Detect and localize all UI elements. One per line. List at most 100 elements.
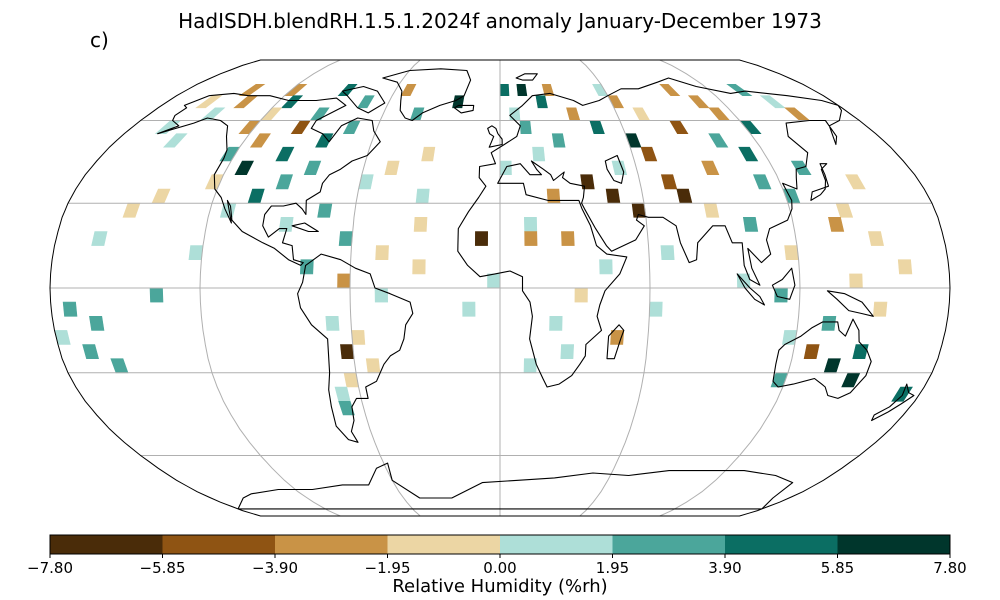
map-boundary	[49, 59, 951, 517]
longitude-gridline	[659, 60, 801, 516]
grid-cell	[660, 174, 678, 190]
colorbar-bin	[162, 535, 276, 554]
grid-cell	[659, 84, 681, 96]
grid-cell	[474, 231, 489, 246]
grid-cell	[516, 84, 528, 96]
longitude-gridline	[579, 60, 651, 516]
colorbar-tick-label: 0.00	[483, 559, 517, 577]
grid-cell	[421, 146, 436, 162]
map-title: HadISDH.blendRH.1.5.1.2024f anomaly Janu…	[178, 9, 822, 33]
grid-cell	[315, 133, 334, 148]
coast-north-america	[157, 92, 381, 266]
colorbar-bin	[387, 535, 501, 554]
grid-cell	[524, 231, 538, 246]
grid-cell	[195, 95, 223, 109]
panel-label: c)	[90, 28, 109, 52]
robinson-map	[49, 59, 951, 517]
coast-sumatra	[736, 273, 766, 306]
coast-madagascar	[606, 324, 625, 360]
grid-cell	[580, 174, 595, 190]
grid-cell	[234, 160, 254, 175]
colorbar-tick-label: 7.80	[933, 559, 967, 577]
grid-cell	[660, 245, 675, 260]
coast-caspian	[604, 154, 625, 184]
grid-cell	[742, 217, 759, 232]
coast-antarctica	[237, 462, 794, 510]
grid-cell	[357, 95, 375, 109]
grid-cell	[375, 245, 389, 260]
grid-cell	[278, 217, 294, 232]
coast-cuba	[291, 222, 319, 233]
anomaly-grid-cells	[54, 84, 913, 416]
colorbar-bin	[500, 535, 613, 554]
grid-cell	[687, 95, 710, 109]
grid-cell	[275, 146, 295, 162]
grid-cell	[89, 316, 105, 331]
grid-cell	[897, 259, 913, 275]
grid-cell	[303, 160, 322, 175]
grid-cell	[599, 259, 613, 275]
graticule	[50, 60, 950, 516]
coast-svalbard	[515, 73, 538, 81]
grid-cell	[275, 174, 294, 190]
coast-baffin	[341, 85, 386, 114]
grid-cell	[708, 133, 729, 148]
grid-cell	[91, 231, 108, 246]
grid-cell	[384, 160, 400, 175]
colorbar-tick-label: −7.80	[27, 559, 73, 577]
grid-cell	[82, 344, 99, 359]
colorbar-tick-label: −1.95	[364, 559, 411, 577]
colorbar-label: Relative Humidity (%rh)	[392, 576, 608, 597]
colorbar-tick-label: 3.90	[708, 559, 742, 577]
colorbar-tick-label: 1.95	[595, 559, 630, 577]
grid-cell	[726, 84, 753, 96]
grid-cell	[549, 316, 563, 331]
coast-new-guinea	[826, 290, 874, 317]
colorbar-bin	[275, 535, 388, 554]
colorbar-tick-label: −5.85	[139, 559, 186, 577]
grid-cell	[891, 386, 913, 402]
colorbar-tick-label: 5.85	[820, 559, 855, 577]
grid-cell	[551, 133, 566, 148]
coast-japan	[810, 163, 830, 201]
coast-uk	[487, 125, 503, 148]
colorbar-bin	[50, 535, 163, 554]
colorbar-bin	[837, 535, 951, 554]
grid-cell	[338, 401, 355, 416]
grid-cell	[413, 217, 428, 232]
longitude-gridline	[349, 60, 421, 516]
coast-new-zealand	[871, 383, 915, 422]
grid-cell	[828, 217, 845, 232]
coast-iceland	[453, 104, 475, 114]
grid-cell	[249, 133, 271, 148]
coast-afroeurasia	[457, 77, 843, 388]
coast-australia	[772, 318, 872, 399]
grid-cell	[872, 301, 888, 317]
coast-greenland	[382, 68, 472, 122]
grid-cell	[412, 259, 426, 275]
colorbar-bin	[612, 535, 726, 554]
grid-cell	[535, 95, 548, 109]
grid-cell	[759, 95, 786, 109]
grid-cell	[701, 160, 720, 175]
grid-cell	[532, 146, 546, 162]
grid-cell	[541, 84, 555, 96]
coast-borneo	[771, 267, 796, 300]
colorbar-tick-label: −3.90	[252, 559, 298, 577]
grid-cell	[325, 316, 340, 331]
coast-south-america	[297, 253, 414, 443]
grid-cell	[163, 133, 188, 148]
grid-cell	[561, 231, 575, 246]
grid-cell	[803, 344, 820, 359]
grid-cell	[821, 316, 837, 331]
grid-cell	[738, 146, 759, 162]
grid-cell	[400, 84, 417, 96]
grid-cell	[62, 301, 78, 317]
grid-cell	[640, 146, 658, 162]
grid-cell	[845, 174, 866, 190]
longitude-gridline	[199, 60, 341, 516]
grid-cell	[560, 344, 575, 359]
colorbar-bin	[725, 535, 838, 554]
grid-cell	[462, 301, 476, 317]
